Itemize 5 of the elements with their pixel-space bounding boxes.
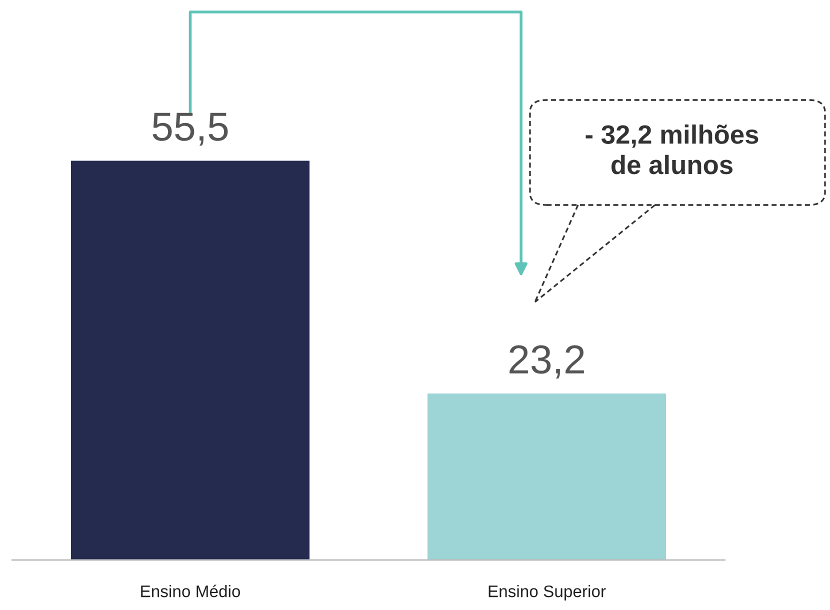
data-label: 55,5 [152, 112, 228, 146]
data-label: 23,2 [510, 345, 584, 378]
x-tick-label: Ensino Médio [141, 584, 240, 598]
annotation: - 32,2 milhões de alunos [586, 124, 758, 174]
x-tick-label: Ensino Superior [488, 585, 606, 601]
